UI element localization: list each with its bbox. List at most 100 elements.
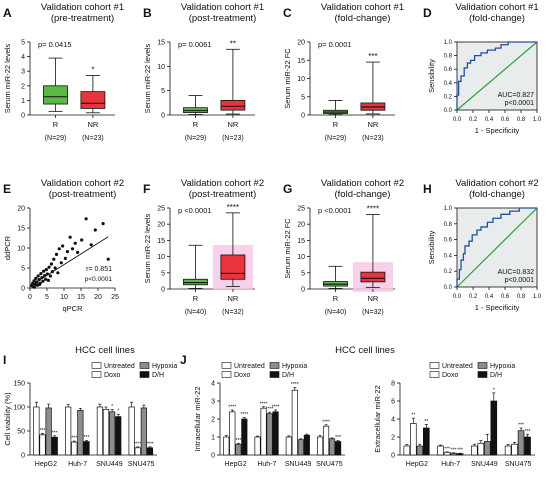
y-tick-label-e: 20 — [17, 206, 25, 213]
bar-untreated-j2 — [504, 445, 512, 456]
significance-stars-j2: *** — [518, 423, 524, 429]
y-tick-label-d: 1.0 — [444, 40, 453, 46]
bar-hypoxia-j1 — [266, 413, 273, 456]
y-tick-label-j2: 6 — [391, 399, 395, 406]
y-axis-label-h: Sensibility — [427, 230, 436, 264]
legend-label-i: Hypoxia — [152, 363, 177, 370]
x-tick-label-g: NR — [367, 294, 378, 303]
panel-title-f: (post-treatment) — [189, 189, 257, 200]
scatter-point-e — [44, 277, 48, 281]
scatter-point-e — [56, 271, 60, 275]
legend-swatch-j2 — [429, 371, 440, 378]
y-axis-label-d: Sensibility — [427, 59, 436, 93]
n-label-f: (N=40) — [185, 309, 207, 316]
panel-title-c: Validation cohort #1 — [321, 2, 404, 13]
bar-dh-j2 — [423, 427, 430, 456]
roc-curve-d — [456, 41, 537, 110]
bar-dh-i — [115, 416, 122, 456]
x-tick-label-j1: SNU449 — [285, 461, 312, 468]
legend-label-j2: D/H — [490, 372, 502, 379]
panel-letter-d: D — [423, 6, 432, 20]
y-tick-label-h: 1.0 — [444, 206, 453, 212]
x-tick-label-g: R — [333, 294, 339, 303]
y-tick-label-c: 15 — [297, 58, 305, 65]
bar-dh-i — [146, 447, 154, 456]
significance-stars-i: * — [117, 409, 119, 415]
x-tick-label-j1: Huh-7 — [257, 461, 276, 468]
panel-letter-h: H — [423, 182, 432, 196]
y-tick-label-i: 100 — [13, 405, 25, 412]
y-tick-label-a: 5 — [21, 40, 25, 47]
panel-title-h: (fold-change) — [469, 189, 525, 200]
scatter-point-e — [63, 256, 67, 260]
significance-stars-j1: **** — [272, 405, 280, 411]
significance-stars-j2: * — [493, 387, 495, 393]
y-tick-label-c: 10 — [297, 76, 305, 83]
box-nr-g — [360, 271, 386, 283]
y-tick-label-d: 0.8 — [444, 54, 453, 60]
scatter-point-e — [84, 217, 88, 221]
legend-swatch-j1 — [221, 371, 232, 378]
y-tick-label-a: 1 — [21, 98, 25, 105]
bar-dh-j2 — [524, 436, 531, 456]
legend-label-j2: Hypoxia — [490, 363, 515, 370]
scatter-point-e — [65, 250, 69, 254]
n-label-g: (N=40) — [325, 309, 347, 316]
r-value-e: r= 0.851 — [86, 266, 112, 273]
y-tick-label-j1: 0 — [211, 453, 215, 460]
x-tick-label-e: 25 — [111, 294, 119, 301]
bar-hypoxia-i — [109, 411, 116, 456]
significance-stars-i: *** — [71, 436, 77, 442]
n-label-b: (N=29) — [185, 135, 207, 142]
x-tick-label-h: 0.2 — [469, 294, 478, 300]
x-tick-label-e: 20 — [94, 294, 102, 301]
p-value-c: p= 0.0001 — [318, 40, 352, 49]
bar-dh-j1 — [335, 441, 342, 456]
bar-dh-j2 — [490, 400, 498, 456]
scatter-point-e — [61, 244, 65, 248]
x-tick-label-d: 0.8 — [517, 117, 526, 123]
significance-stars-i: **** — [134, 441, 142, 447]
panel-title-b: (post-treatment) — [189, 13, 257, 24]
scatter-point-e — [36, 274, 40, 278]
x-axis-label-e: qPCR — [62, 304, 83, 313]
legend-label-j1: Doxo — [234, 372, 250, 379]
legend-swatch-j2 — [477, 371, 488, 378]
x-tick-label-d: 0.6 — [501, 117, 510, 123]
x-tick-label-j2: HepG2 — [406, 461, 428, 468]
y-axis-label-a: Serum miR-22 levels — [3, 43, 12, 113]
legend-label-i: Untreated — [104, 363, 135, 370]
y-axis-label-f: Serum miR-22 levels — [143, 213, 152, 283]
scatter-point-e — [34, 276, 38, 280]
scatter-point-e — [41, 279, 45, 283]
y-tick-label-f: 0 — [161, 287, 165, 294]
scatter-point-e — [47, 265, 51, 269]
x-tick-label-h: 0.0 — [453, 294, 462, 300]
y-tick-label-h: 0.2 — [444, 269, 453, 275]
panel-letter-j: J — [180, 353, 187, 367]
bar-hypoxia-j1 — [297, 439, 304, 456]
panel-title-h: Validation cohort #2 — [455, 178, 538, 189]
y-tick-label-c: 20 — [297, 40, 305, 47]
y-tick-label-j1: 2 — [211, 417, 215, 424]
bar-hypoxia-j2 — [416, 445, 424, 456]
bar-dh-i — [51, 436, 58, 456]
bar-doxo-j2 — [511, 443, 518, 456]
x-tick-label-h: 0.4 — [485, 294, 494, 300]
p-value-b: p= 0.0061 — [178, 40, 212, 49]
bar-doxo-j2 — [443, 451, 451, 456]
y-tick-label-d: 0.4 — [444, 81, 453, 87]
x-tick-label-f: R — [193, 294, 199, 303]
bar-hypoxia-j2 — [484, 441, 491, 456]
panel-title-e: (post-treatment) — [49, 189, 117, 200]
scatter-point-e — [70, 247, 75, 251]
significance-stars-j2: *** — [457, 448, 463, 454]
panel-title-f: Validation cohort #2 — [181, 178, 264, 189]
scatter-point-e — [52, 257, 56, 261]
x-tick-label-e: 5 — [45, 294, 49, 301]
bar-untreated-j1 — [223, 436, 230, 456]
significance-stars-b: ** — [230, 39, 236, 48]
p-value-g: p <0.0001 — [318, 206, 352, 215]
scatter-point-e — [32, 279, 36, 283]
